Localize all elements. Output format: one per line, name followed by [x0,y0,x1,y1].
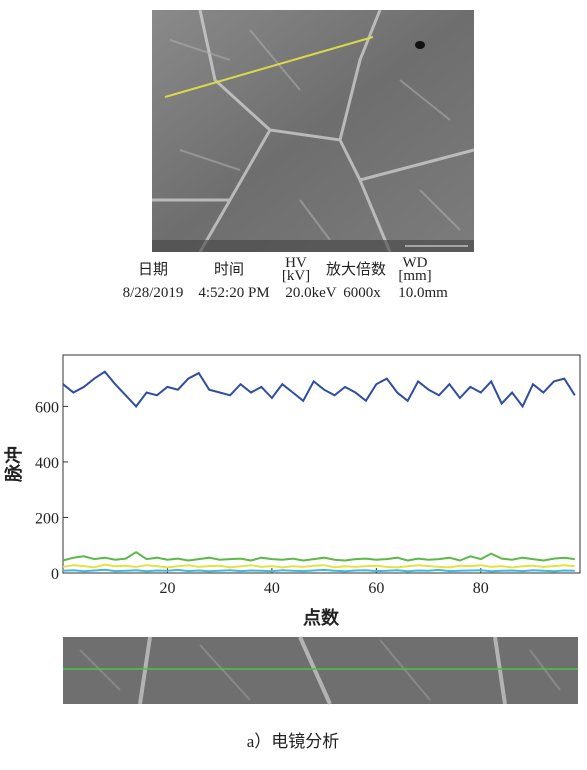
series-line [62,370,576,409]
x-axis-label: 点数 [303,607,340,628]
x-tick-label: 80 [473,580,489,597]
series-line [62,563,575,569]
meta-header: [mm] [398,268,431,284]
sem-image [152,9,475,253]
strip-image [63,636,578,705]
series-line [62,551,575,562]
x-tick-label: 60 [368,580,384,597]
y-axis-label: 脉冲 [3,446,24,483]
meta-header: 放大倍数 [326,261,386,278]
meta-header: 日期 [138,261,168,278]
meta-value: 8/28/2019 [123,285,184,301]
sem-metadata: 日期 时间 HV [kV] 放大倍数 WD [mm] 8/28/2019 4:5… [123,255,449,301]
meta-header: 时间 [214,261,244,278]
x-tick-label: 20 [159,580,175,597]
meta-value: 4:52:20 PM [198,285,269,301]
meta-header: HV [285,255,307,271]
y-tick-label: 600 [35,399,59,416]
y-tick-label: 400 [35,455,59,472]
series-line [62,568,575,573]
meta-value: 6000x [343,285,381,301]
meta-header: [kV] [282,268,310,284]
x-tick-label: 40 [264,580,280,597]
meta-value: 10.0mm [398,285,448,301]
meta-header: WD [403,255,428,271]
meta-value: 20.0keV [285,285,336,301]
y-tick-label: 200 [35,510,59,527]
caption: a）电镜分析 [247,732,340,751]
y-tick-label: 0 [51,566,59,583]
plot-frame [62,354,581,574]
